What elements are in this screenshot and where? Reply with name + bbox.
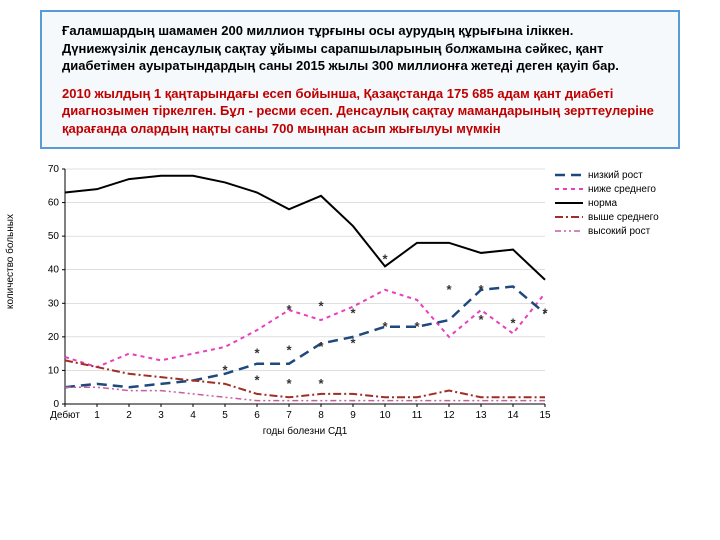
svg-text:14: 14 <box>507 410 519 421</box>
paragraph-2: 2010 жылдың 1 қаңтарындағы есеп бойынша,… <box>62 85 658 138</box>
line-chart: 010203040506070Дебют12345678910111213141… <box>10 159 710 449</box>
svg-text:*: * <box>286 343 292 358</box>
svg-text:0: 0 <box>53 399 59 410</box>
svg-text:10: 10 <box>48 366 60 377</box>
svg-text:50: 50 <box>48 231 60 242</box>
svg-text:6: 6 <box>254 410 260 421</box>
svg-text:4: 4 <box>190 410 196 421</box>
svg-text:*: * <box>350 336 356 351</box>
svg-text:70: 70 <box>48 164 60 175</box>
svg-text:*: * <box>286 376 292 391</box>
svg-text:8: 8 <box>318 410 324 421</box>
svg-text:2: 2 <box>126 410 132 421</box>
svg-text:15: 15 <box>539 410 551 421</box>
svg-text:*: * <box>222 363 228 378</box>
svg-text:13: 13 <box>475 410 487 421</box>
svg-text:*: * <box>254 346 260 361</box>
svg-text:7: 7 <box>286 410 292 421</box>
svg-text:*: * <box>318 299 324 314</box>
svg-text:1: 1 <box>94 410 100 421</box>
svg-text:*: * <box>446 282 452 297</box>
svg-text:*: * <box>478 282 484 297</box>
svg-text:20: 20 <box>48 332 60 343</box>
svg-text:11: 11 <box>412 410 423 421</box>
svg-text:*: * <box>542 306 548 321</box>
svg-text:12: 12 <box>443 410 455 421</box>
svg-text:*: * <box>414 319 420 334</box>
paragraph-1: Ғаламшардың шамамен 200 миллион тұрғыны … <box>62 22 658 75</box>
svg-text:*: * <box>318 376 324 391</box>
svg-text:3: 3 <box>158 410 164 421</box>
svg-text:*: * <box>382 319 388 334</box>
svg-text:9: 9 <box>350 410 356 421</box>
svg-text:40: 40 <box>48 265 60 276</box>
svg-text:выше среднего: выше среднего <box>588 212 659 223</box>
svg-text:*: * <box>478 312 484 327</box>
svg-text:60: 60 <box>48 198 60 209</box>
svg-text:10: 10 <box>379 410 391 421</box>
svg-text:годы болезни СД1: годы болезни СД1 <box>263 425 348 437</box>
svg-text:*: * <box>254 373 260 388</box>
svg-text:высокий рост: высокий рост <box>588 226 651 237</box>
info-text-box: Ғаламшардың шамамен 200 миллион тұрғыны … <box>40 10 680 149</box>
svg-text:5: 5 <box>222 410 228 421</box>
chart-container: количество больных 010203040506070Дебют1… <box>10 159 710 449</box>
svg-text:*: * <box>350 306 356 321</box>
svg-text:Дебют: Дебют <box>50 409 80 421</box>
svg-text:*: * <box>318 339 324 354</box>
svg-text:*: * <box>286 302 292 317</box>
svg-text:ниже среднего: ниже среднего <box>588 184 656 195</box>
y-axis-label: количество больных <box>5 214 16 309</box>
svg-text:норма: норма <box>588 198 618 209</box>
svg-text:*: * <box>510 316 516 331</box>
svg-text:низкий рост: низкий рост <box>588 170 643 181</box>
svg-text:30: 30 <box>48 299 60 310</box>
